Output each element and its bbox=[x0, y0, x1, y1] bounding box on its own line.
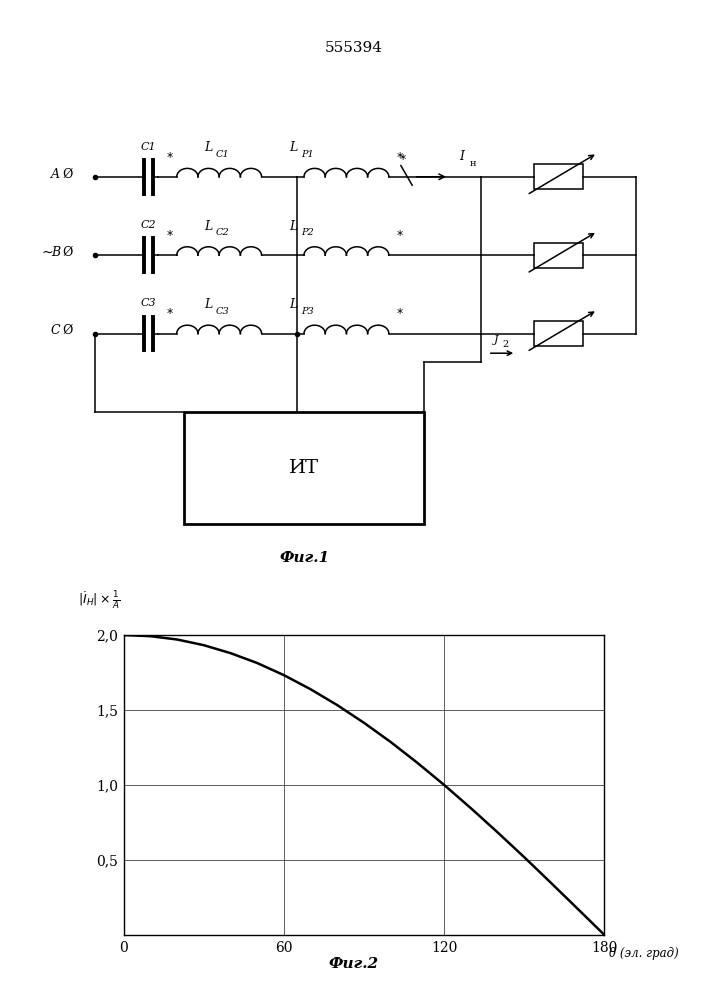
Text: C1: C1 bbox=[141, 142, 156, 152]
Text: $|\dot{I}_H| \times \frac{1}{A}$: $|\dot{I}_H| \times \frac{1}{A}$ bbox=[78, 590, 121, 611]
Text: 555394: 555394 bbox=[325, 41, 382, 55]
Text: Ø: Ø bbox=[62, 246, 72, 259]
Bar bbox=[534, 243, 583, 268]
Text: Ø: Ø bbox=[62, 324, 72, 337]
Text: L: L bbox=[204, 141, 212, 154]
Text: 2: 2 bbox=[503, 340, 508, 349]
Text: C2: C2 bbox=[141, 220, 156, 230]
Text: θ (эл. град): θ (эл. град) bbox=[609, 947, 679, 960]
Text: L: L bbox=[288, 220, 297, 233]
Text: Фиг.1: Фиг.1 bbox=[279, 551, 329, 565]
Bar bbox=[534, 164, 583, 189]
Text: L: L bbox=[288, 141, 297, 154]
Text: C3: C3 bbox=[141, 298, 156, 308]
Bar bbox=[534, 321, 583, 346]
Text: ИТ: ИТ bbox=[289, 459, 319, 477]
Text: *: * bbox=[167, 308, 173, 320]
Text: Ø: Ø bbox=[62, 167, 72, 180]
Text: C: C bbox=[50, 324, 60, 337]
Text: P2: P2 bbox=[301, 228, 314, 237]
Text: *: * bbox=[400, 153, 406, 166]
Text: B: B bbox=[51, 246, 60, 259]
Text: J: J bbox=[494, 335, 498, 345]
Text: L: L bbox=[288, 298, 297, 311]
Text: L: L bbox=[204, 298, 212, 311]
Text: C3: C3 bbox=[216, 307, 230, 316]
Text: P3: P3 bbox=[301, 307, 314, 316]
Text: C1: C1 bbox=[216, 150, 230, 159]
Text: *: * bbox=[397, 229, 402, 242]
Text: A: A bbox=[51, 167, 60, 180]
Text: I: I bbox=[460, 150, 464, 163]
Text: C2: C2 bbox=[216, 228, 230, 237]
Text: Фиг.2: Фиг.2 bbox=[329, 957, 378, 971]
Text: *: * bbox=[397, 308, 402, 320]
Text: н: н bbox=[470, 159, 477, 168]
Text: L: L bbox=[204, 220, 212, 233]
Text: *: * bbox=[167, 229, 173, 242]
Bar bbox=[184, 412, 424, 524]
Text: *: * bbox=[397, 151, 402, 164]
Text: *: * bbox=[167, 151, 173, 164]
Text: ~: ~ bbox=[42, 245, 53, 259]
Text: P1: P1 bbox=[301, 150, 314, 159]
